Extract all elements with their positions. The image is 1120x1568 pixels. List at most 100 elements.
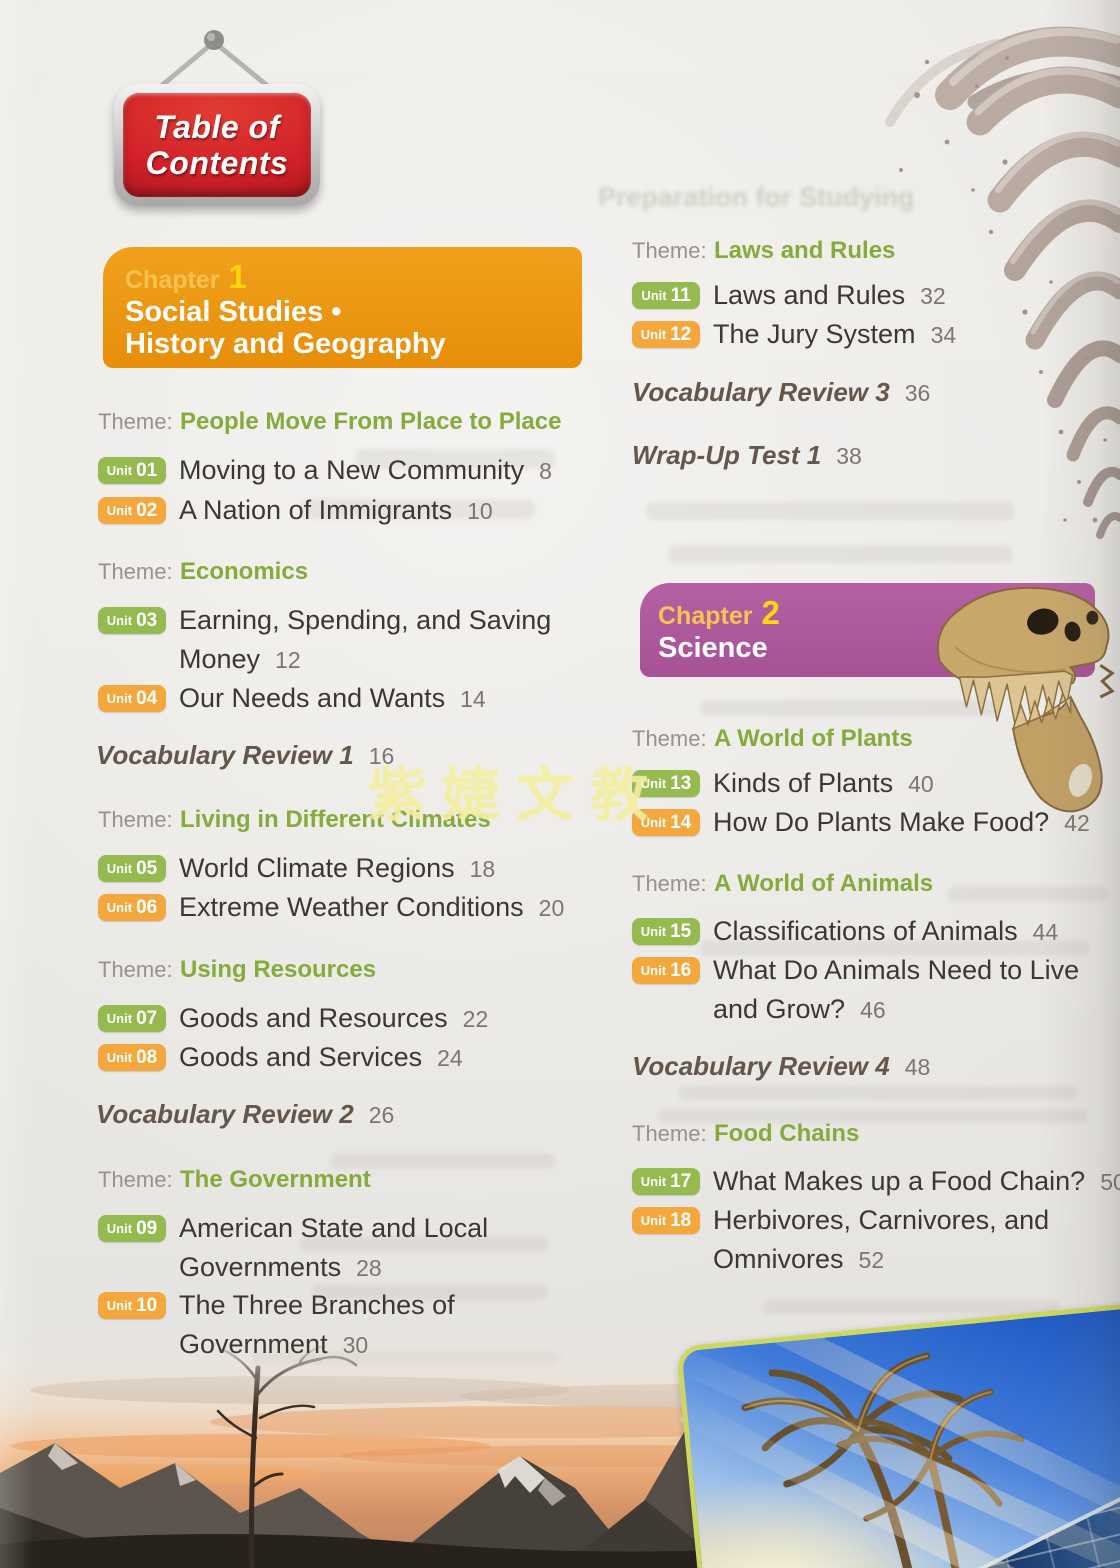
page-number: 40 [908, 771, 934, 797]
theme-value: A World of Animals [714, 870, 934, 897]
theme-label: Theme: [98, 807, 173, 832]
unit-row-16: Unit 16 What Do Animals Need to Live and G… [632, 951, 1079, 1030]
page-number: 26 [368, 1102, 395, 1128]
page-number: 30 [342, 1332, 369, 1358]
page-number: 28 [356, 1255, 382, 1281]
unit-badge: Unit 06 [98, 894, 166, 921]
unit-row-04: Unit 04 Our Needs and Wants 14 [98, 679, 486, 719]
ghost-text-bar [678, 1086, 1078, 1100]
chapter1-title-line2: History and Geography [125, 328, 446, 360]
page-number: 34 [930, 322, 957, 348]
theme-row-climates: Theme: Living in Different Climates [98, 806, 491, 834]
ghost-text-bar [330, 1153, 555, 1169]
unit-title: Kinds of Plants [713, 768, 894, 798]
ghost-text-bar [948, 886, 1108, 902]
chapter1-number: 1 [228, 258, 247, 295]
palm-solar-photo [676, 1300, 1120, 1568]
ghost-text-bar [645, 502, 1015, 520]
page-number: 48 [904, 1054, 931, 1080]
unit-row-12: Unit 12 The Jury System 34 [632, 315, 956, 355]
theme-row-animals: Theme: A World of Animals [632, 870, 933, 898]
page-number: 42 [1064, 810, 1090, 836]
unit-row-18: Unit 18 Herbivores, Carnivores, and Omnivo… [632, 1201, 1049, 1280]
unit-row-10: Unit 10 The Three Branches of Government 30 [98, 1286, 455, 1365]
unit-row-06: Unit 06 Extreme Weather Conditions 20 [98, 888, 564, 928]
theme-label: Theme: [632, 871, 707, 896]
wrap-up-test-1: Wrap-Up Test 1 38 [632, 440, 862, 470]
unit-badge: Unit 10 [98, 1292, 166, 1319]
page-number: 24 [437, 1045, 463, 1071]
page-number: 14 [460, 686, 486, 712]
unit-badge: Unit 02 [98, 497, 166, 524]
unit-badge: Unit 01 [98, 457, 166, 484]
unit-title: Our Needs and Wants [179, 683, 446, 713]
unit-row-15: Unit 15 Classifications of Animals 44 [632, 912, 1058, 952]
unit-badge: Unit 09 [98, 1215, 166, 1242]
table-of-contents-sign: Table of Contents [112, 26, 326, 210]
page-number: 50 [1100, 1169, 1120, 1195]
unit-badge: Unit 16 [632, 957, 700, 984]
unit-row-08: Unit 08 Goods and Services 24 [98, 1038, 463, 1078]
unit-row-05: Unit 05 World Climate Regions 18 [98, 849, 495, 889]
theme-row-resources: Theme: Using Resources [98, 956, 376, 984]
theme-row-plants: Theme: A World of Plants [632, 725, 913, 753]
unit-badge: Unit 03 [98, 607, 166, 634]
chapter2-title: Science [658, 632, 768, 664]
chapter1-label: Chapter [125, 266, 220, 294]
page-number: 36 [904, 380, 931, 406]
unit-badge: Unit 14 [632, 809, 700, 836]
unit-title: What Do Animals Need to Live [713, 955, 1080, 985]
sign-line2: Contents [145, 145, 289, 181]
unit-badge: Unit 18 [632, 1207, 700, 1234]
sign-board: Table of Contents [114, 84, 320, 206]
theme-value: A World of Plants [714, 725, 913, 752]
ghost-text-bar [300, 1236, 548, 1252]
page-number: 52 [858, 1247, 885, 1273]
unit-title: What Makes up a Food Chain? [713, 1166, 1086, 1196]
theme-row-laws: Theme: Laws and Rules [632, 237, 895, 265]
unit-badge: Unit 04 [98, 685, 166, 712]
unit-row-03: Unit 03 Earning, Spending, and Saving Mone… [98, 601, 551, 680]
page-number: 20 [538, 895, 565, 921]
unit-badge: Unit 13 [632, 770, 700, 797]
vocab-review-4: Vocabulary Review 4 48 [632, 1051, 931, 1081]
theme-value: Economics [180, 558, 309, 585]
vocab-review-3: Vocabulary Review 3 36 [632, 377, 931, 407]
theme-label: Theme: [98, 409, 173, 434]
unit-row-14: Unit 14 How Do Plants Make Food? 42 [632, 803, 1090, 843]
theme-label: Theme: [632, 1121, 707, 1146]
unit-title: World Climate Regions [179, 853, 455, 883]
unit-title: Goods and Resources [179, 1003, 448, 1033]
unit-row-01: Unit 01 Moving to a New Community 8 [98, 451, 552, 491]
unit-row-02: Unit 02 A Nation of Immigrants 10 [98, 491, 493, 531]
unit-title: American State and Local [179, 1213, 489, 1243]
theme-label: Theme: [632, 238, 707, 263]
theme-row-people-move: Theme: People Move From Place to Place [98, 408, 561, 436]
unit-row-07: Unit 07 Goods and Resources 22 [98, 999, 488, 1039]
ghost-text-bar [312, 1284, 548, 1300]
unit-title: Herbivores, Carnivores, and [713, 1205, 1050, 1235]
page-number: 18 [469, 856, 496, 882]
theme-row-economics: Theme: Economics [98, 558, 308, 586]
chapter2-number: 2 [761, 594, 780, 631]
ghost-text-bar [668, 545, 1013, 563]
palm-trees [741, 1352, 1025, 1568]
ghost-text-bar [300, 499, 535, 519]
dinosaur-skull-image [936, 586, 1115, 813]
page-number: 44 [1032, 919, 1059, 945]
unit-title: How Do Plants Make Food? [713, 807, 1050, 837]
theme-value: Using Resources [180, 956, 377, 983]
unit-badge: Unit 08 [98, 1044, 166, 1071]
chapter2-label: Chapter [658, 602, 753, 630]
unit-title: Laws and Rules [713, 280, 906, 310]
unit-title: The Three Branches of [179, 1290, 455, 1320]
theme-value: People Move From Place to Place [180, 408, 562, 435]
unit-row-17: Unit 17 What Makes up a Food Chain? 50 [632, 1162, 1120, 1202]
theme-row-food-chains: Theme: Food Chains [632, 1120, 859, 1148]
theme-value: The Government [180, 1166, 371, 1193]
page-number: 46 [860, 997, 886, 1023]
chapter1-banner: Chapter 1 Social Studies • History and Ge… [103, 247, 582, 368]
unit-title: Classifications of Animals [713, 916, 1018, 946]
ghost-text-bar [700, 700, 1000, 716]
